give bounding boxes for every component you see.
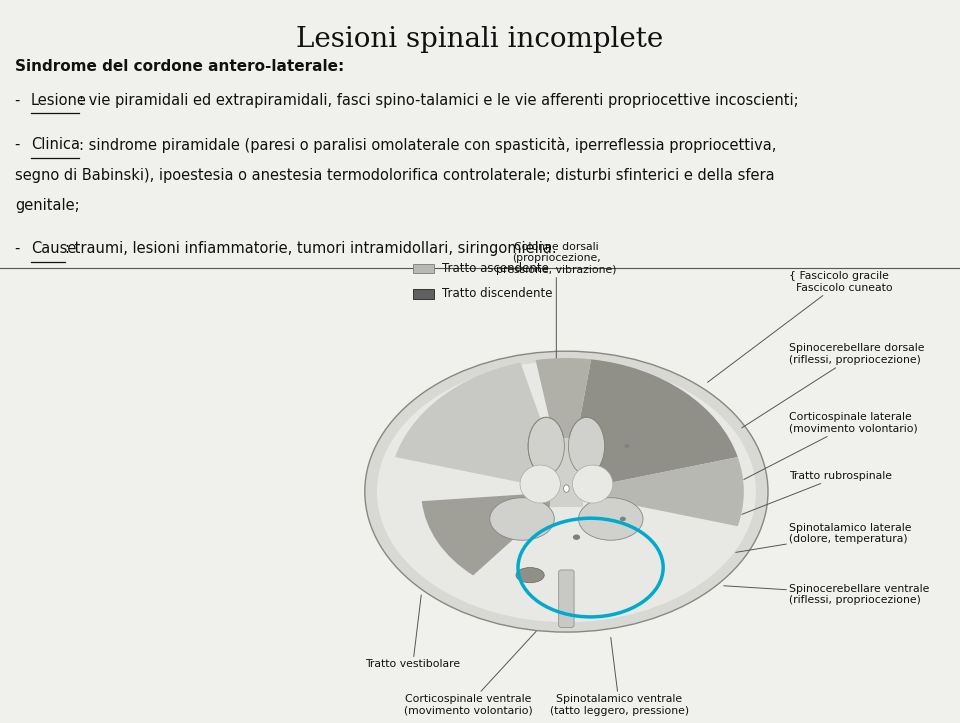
Wedge shape	[421, 492, 566, 576]
Circle shape	[620, 517, 626, 521]
Text: Spinocerebellare ventrale
(riflessi, propriocezione): Spinocerebellare ventrale (riflessi, pro…	[724, 583, 929, 605]
Text: -: -	[15, 241, 25, 257]
Text: genitale;: genitale;	[15, 198, 80, 213]
Wedge shape	[395, 362, 566, 492]
FancyBboxPatch shape	[413, 289, 434, 299]
Text: Clinica: Clinica	[31, 137, 80, 153]
FancyBboxPatch shape	[413, 264, 434, 273]
Text: -: -	[15, 93, 25, 108]
Text: Cause: Cause	[31, 241, 76, 257]
Text: Tratto vestibolare: Tratto vestibolare	[365, 595, 461, 669]
Text: Spinocerebellare dorsale
(riflessi, propriocezione): Spinocerebellare dorsale (riflessi, prop…	[742, 343, 924, 428]
Bar	[550, 438, 583, 507]
Wedge shape	[536, 358, 591, 492]
Text: Corticospinale ventrale
(movimento volontario): Corticospinale ventrale (movimento volon…	[404, 631, 536, 716]
Text: Colonne dorsali
(propriocezione,
pressione, vibrazione): Colonne dorsali (propriocezione, pressio…	[496, 241, 616, 362]
Text: : traumi, lesioni infiammatorie, tumori intramidollari, siringomielia.: : traumi, lesioni infiammatorie, tumori …	[65, 241, 557, 257]
Text: : sindrome piramidale (paresi o paralisi omolaterale con spasticità, iperrefless: : sindrome piramidale (paresi o paralisi…	[79, 137, 777, 153]
Ellipse shape	[572, 465, 612, 503]
Text: { Fascicolo gracile
  Fascicolo cuneato: { Fascicolo gracile Fascicolo cuneato	[708, 271, 893, 382]
Text: segno di Babinski), ipoestesia o anestesia termodolorifica controlaterale; distu: segno di Babinski), ipoestesia o anestes…	[15, 168, 775, 183]
Text: Tratto rubrospinale: Tratto rubrospinale	[742, 471, 892, 515]
Ellipse shape	[528, 417, 564, 475]
Text: : vie piramidali ed extrapiramidali, fasci spino-talamici e le vie afferenti pro: : vie piramidali ed extrapiramidali, fas…	[79, 93, 799, 108]
Text: Corticospinale laterale
(movimento volontario): Corticospinale laterale (movimento volon…	[744, 412, 918, 479]
Text: -: -	[15, 137, 25, 153]
Ellipse shape	[564, 485, 569, 492]
Ellipse shape	[579, 497, 643, 540]
Text: Lesione: Lesione	[31, 93, 86, 108]
Ellipse shape	[516, 568, 544, 583]
Ellipse shape	[520, 465, 561, 503]
Text: Tratto ascendente: Tratto ascendente	[442, 262, 548, 275]
Text: Sindrome del cordone antero-laterale:: Sindrome del cordone antero-laterale:	[15, 59, 345, 74]
Text: Tratto discendente: Tratto discendente	[442, 288, 552, 300]
FancyBboxPatch shape	[559, 570, 574, 628]
Text: Lesioni spinali incomplete: Lesioni spinali incomplete	[297, 26, 663, 53]
Circle shape	[573, 534, 580, 540]
Ellipse shape	[365, 351, 768, 632]
Wedge shape	[566, 359, 738, 492]
Wedge shape	[566, 457, 744, 526]
Ellipse shape	[377, 361, 756, 623]
Text: Spinotalamico ventrale
(tatto leggero, pressione): Spinotalamico ventrale (tatto leggero, p…	[550, 638, 688, 716]
Ellipse shape	[568, 417, 605, 475]
Text: Spinotalamico laterale
(dolore, temperatura): Spinotalamico laterale (dolore, temperat…	[735, 523, 912, 552]
Ellipse shape	[490, 497, 554, 540]
Circle shape	[624, 444, 630, 448]
